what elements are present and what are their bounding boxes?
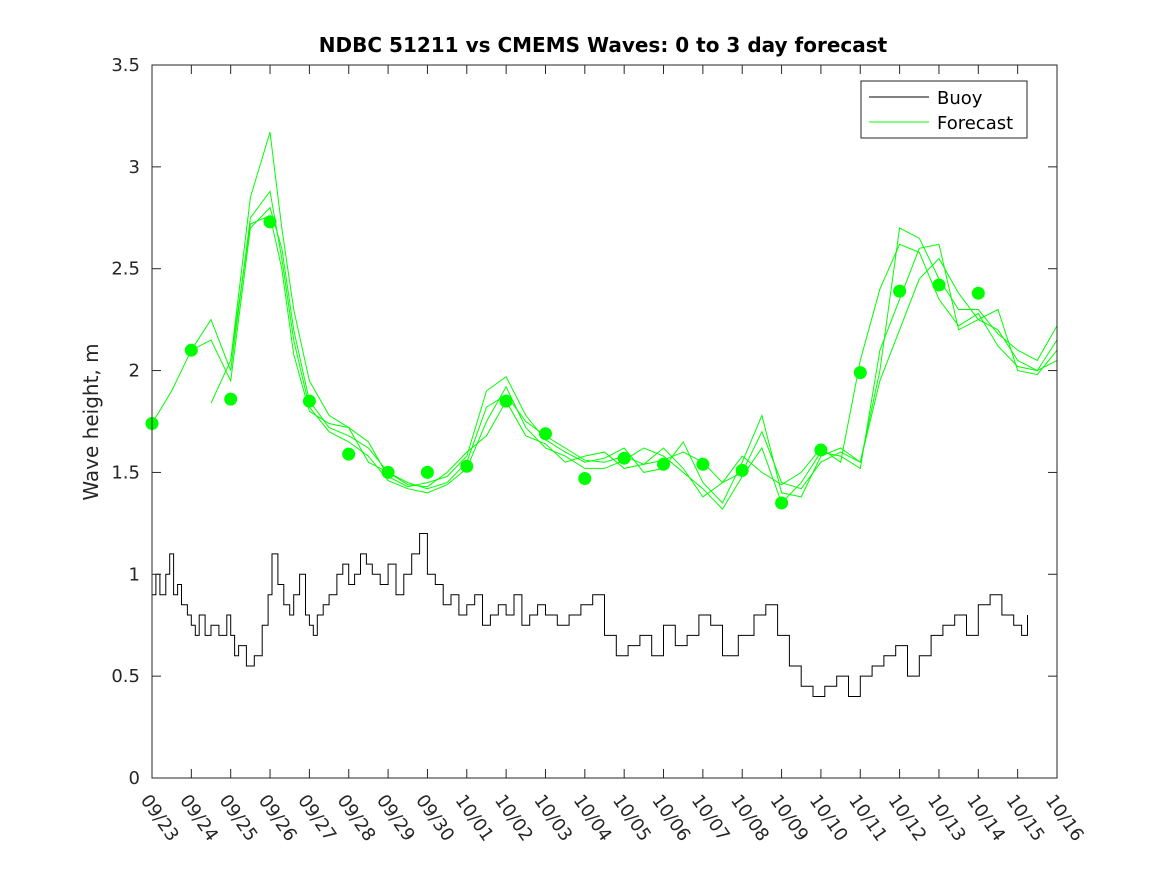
forecast-marker-point	[775, 496, 789, 510]
y-axis-label: Wave height, m	[79, 343, 103, 500]
y-tick-label: 2	[129, 361, 140, 382]
x-tick-label: 10/06	[647, 791, 694, 846]
forecast-marker-point	[814, 443, 828, 457]
x-tick-label: 09/29	[372, 791, 419, 846]
x-tick-label: 10/16	[1041, 791, 1088, 846]
forecast-series-line-3	[190, 190, 1058, 510]
x-tick-label: 10/04	[569, 791, 616, 846]
forecast-marker-point	[499, 394, 513, 408]
x-tick-label: 10/05	[608, 791, 655, 846]
forecast-marker-point	[853, 366, 867, 380]
forecast-marker-point	[893, 284, 907, 298]
x-tick-label: 10/10	[805, 791, 852, 846]
forecast-marker-point	[302, 394, 316, 408]
y-tick-label: 1	[129, 564, 140, 585]
forecast-marker-point	[735, 463, 749, 477]
x-tick-label: 10/15	[1002, 791, 1049, 846]
x-tick-label: 09/25	[215, 791, 262, 846]
forecast-marker-point	[381, 465, 395, 479]
y-tick-label: 2.5	[111, 259, 140, 280]
x-tick-label: 10/08	[726, 791, 773, 846]
x-tick-label: 10/03	[529, 791, 576, 846]
legend-box	[860, 80, 1028, 139]
buoy-series-line	[152, 533, 1028, 697]
forecast-series-line-4	[210, 215, 1058, 498]
x-tick-label: 09/30	[411, 791, 458, 846]
x-tick-label: 09/23	[136, 791, 183, 846]
forecast-marker-point	[971, 286, 985, 300]
x-tick-label: 09/26	[254, 791, 301, 846]
y-tick-label: 0	[129, 768, 140, 789]
forecast-marker-point	[539, 427, 552, 441]
legend: Buoy Forecast	[860, 80, 1028, 139]
y-tick-label: 1.5	[111, 462, 140, 483]
forecast-marker-point	[932, 278, 946, 292]
x-tick-label: 10/01	[451, 791, 498, 846]
forecast-marker-point	[342, 447, 356, 461]
forecast-marker-point	[578, 472, 592, 485]
forecast-marker-point	[184, 343, 198, 357]
x-tick-label: 10/12	[884, 791, 931, 846]
y-tick-label: 3	[129, 157, 140, 178]
plot-area	[152, 65, 1057, 778]
x-tick-label: 10/09	[765, 791, 812, 846]
forecast-series-line-1	[151, 206, 1058, 490]
forecast-series-line-2	[230, 132, 1058, 504]
x-tick-label: 10/11	[844, 791, 891, 846]
forecast-marker-point	[617, 451, 631, 465]
chart-title: NDBC 51211 vs CMEMS Waves: 0 to 3 day fo…	[319, 33, 888, 57]
legend-forecast-label: Forecast	[937, 113, 1013, 134]
y-ticks: 0 0.5 1 1.5 2 2.5 3 3.5	[111, 55, 1057, 789]
x-tick-label: 10/13	[923, 791, 970, 846]
legend-buoy-label: Buoy	[937, 88, 983, 109]
x-tick-label: 10/14	[962, 791, 1009, 846]
x-tick-label: 09/27	[293, 791, 340, 846]
x-tick-label: 10/02	[490, 791, 537, 846]
forecast-marker-point	[420, 465, 434, 479]
x-tick-label: 09/28	[333, 791, 380, 846]
y-tick-label: 3.5	[111, 55, 140, 76]
forecast-marker-point	[696, 457, 710, 471]
x-tick-label: 09/24	[175, 791, 222, 846]
forecast-marker-point	[224, 392, 238, 406]
y-tick-label: 0.5	[111, 666, 140, 687]
x-tick-label: 10/07	[687, 791, 734, 846]
forecast-marker-point	[263, 215, 277, 229]
forecast-marker-point	[460, 459, 474, 473]
series-layer	[151, 132, 1058, 697]
plot-frame	[151, 64, 1058, 779]
forecast-marker-point	[657, 457, 670, 471]
